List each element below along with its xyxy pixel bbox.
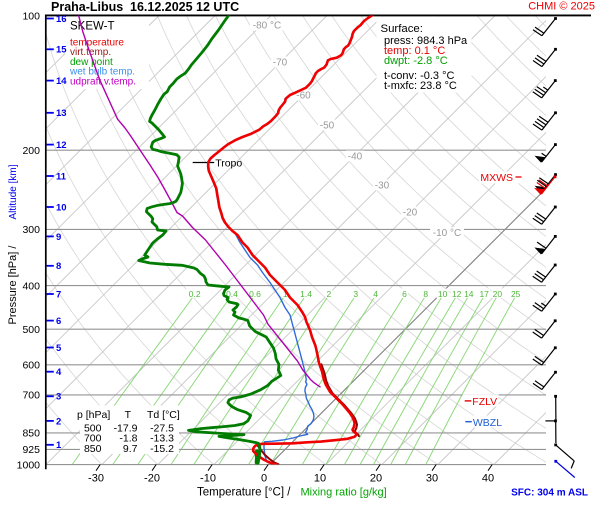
svg-text:WBZL: WBZL bbox=[473, 417, 502, 429]
svg-text:12: 12 bbox=[56, 140, 67, 151]
svg-text:100: 100 bbox=[22, 11, 40, 23]
svg-text:40: 40 bbox=[482, 473, 494, 485]
svg-text:SFC: 304 m ASL: SFC: 304 m ASL bbox=[511, 488, 588, 499]
svg-text:200: 200 bbox=[22, 145, 40, 157]
svg-text:3: 3 bbox=[56, 392, 61, 403]
svg-text:10: 10 bbox=[314, 473, 326, 485]
svg-text:8: 8 bbox=[423, 289, 428, 299]
svg-text:-10: -10 bbox=[200, 473, 216, 485]
svg-text:1000: 1000 bbox=[17, 459, 41, 471]
svg-text:12: 12 bbox=[452, 289, 462, 299]
svg-text:850: 850 bbox=[22, 428, 40, 440]
svg-text:-50: -50 bbox=[320, 121, 335, 132]
svg-text:11: 11 bbox=[56, 171, 67, 182]
svg-text:13: 13 bbox=[56, 108, 67, 119]
svg-text:1: 1 bbox=[56, 440, 62, 451]
svg-text:20: 20 bbox=[370, 473, 382, 485]
svg-text:Mixing ratio [g/kg]: Mixing ratio [g/kg] bbox=[301, 487, 387, 499]
svg-text:10: 10 bbox=[438, 289, 448, 299]
svg-text:FZLV: FZLV bbox=[472, 396, 497, 408]
svg-text:t-mxfc: 23.8 °C: t-mxfc: 23.8 °C bbox=[384, 80, 457, 92]
svg-text:-20: -20 bbox=[403, 208, 418, 219]
svg-text:CHMI © 2025: CHMI © 2025 bbox=[528, 1, 595, 13]
svg-text:Tropo: Tropo bbox=[215, 157, 242, 169]
svg-text:-40: -40 bbox=[348, 152, 363, 163]
svg-text:600: 600 bbox=[22, 360, 40, 372]
svg-text:8: 8 bbox=[56, 261, 61, 272]
svg-text:-30: -30 bbox=[375, 181, 390, 192]
svg-text:2: 2 bbox=[327, 289, 332, 299]
svg-text:30: 30 bbox=[426, 473, 438, 485]
svg-text:925: 925 bbox=[22, 444, 40, 456]
svg-text:500: 500 bbox=[22, 324, 40, 336]
svg-text:7: 7 bbox=[56, 289, 61, 300]
svg-text:14: 14 bbox=[464, 289, 474, 299]
svg-text:16: 16 bbox=[56, 14, 67, 25]
svg-text:SKEW-T: SKEW-T bbox=[70, 21, 115, 33]
svg-text:25: 25 bbox=[511, 289, 521, 299]
svg-text:1.4: 1.4 bbox=[300, 289, 312, 299]
svg-text:5: 5 bbox=[56, 343, 62, 354]
svg-text:p [hPa]: p [hPa] bbox=[77, 409, 110, 421]
svg-text:Td [°C]: Td [°C] bbox=[147, 409, 180, 421]
svg-text:Pressure [hPa] /: Pressure [hPa] / bbox=[7, 245, 19, 325]
svg-text:14: 14 bbox=[56, 76, 67, 87]
svg-text:2: 2 bbox=[56, 416, 61, 427]
svg-text:Temperature [°C] /: Temperature [°C] / bbox=[197, 487, 291, 499]
svg-text:9: 9 bbox=[56, 232, 61, 243]
svg-text:4: 4 bbox=[56, 367, 62, 378]
svg-text:Altitude [km]: Altitude [km] bbox=[8, 164, 19, 219]
svg-text:4: 4 bbox=[373, 289, 378, 299]
svg-text:10: 10 bbox=[56, 202, 67, 213]
svg-text:Surface:: Surface: bbox=[381, 23, 423, 35]
svg-text:dwpt: -2.8 °C: dwpt: -2.8 °C bbox=[384, 55, 448, 67]
svg-text:15: 15 bbox=[56, 45, 67, 56]
svg-text:-15.2: -15.2 bbox=[150, 443, 174, 455]
svg-text:20: 20 bbox=[493, 289, 503, 299]
svg-text:-10 °C: -10 °C bbox=[433, 228, 461, 239]
svg-text:-70: -70 bbox=[273, 58, 288, 69]
svg-text:0.2: 0.2 bbox=[189, 289, 201, 299]
svg-text:6: 6 bbox=[402, 289, 407, 299]
svg-text:T: T bbox=[125, 409, 132, 421]
svg-text:850: 850 bbox=[84, 443, 102, 455]
svg-text:MXWS: MXWS bbox=[480, 172, 513, 184]
svg-text:3: 3 bbox=[353, 289, 358, 299]
svg-text:-80 °C: -80 °C bbox=[253, 21, 281, 32]
svg-text:700: 700 bbox=[22, 390, 40, 402]
svg-text:-20: -20 bbox=[144, 473, 160, 485]
svg-text:17: 17 bbox=[479, 289, 489, 299]
svg-text:9.7: 9.7 bbox=[123, 443, 138, 455]
svg-text:300: 300 bbox=[22, 224, 40, 236]
svg-text:-30: -30 bbox=[88, 473, 104, 485]
svg-text:Praha-Libus: Praha-Libus bbox=[51, 0, 123, 14]
svg-text:16.12.2025 12 UTC: 16.12.2025 12 UTC bbox=[130, 0, 239, 14]
svg-text:400: 400 bbox=[22, 280, 40, 292]
svg-text:0: 0 bbox=[261, 473, 267, 485]
svg-text:6: 6 bbox=[56, 316, 61, 327]
